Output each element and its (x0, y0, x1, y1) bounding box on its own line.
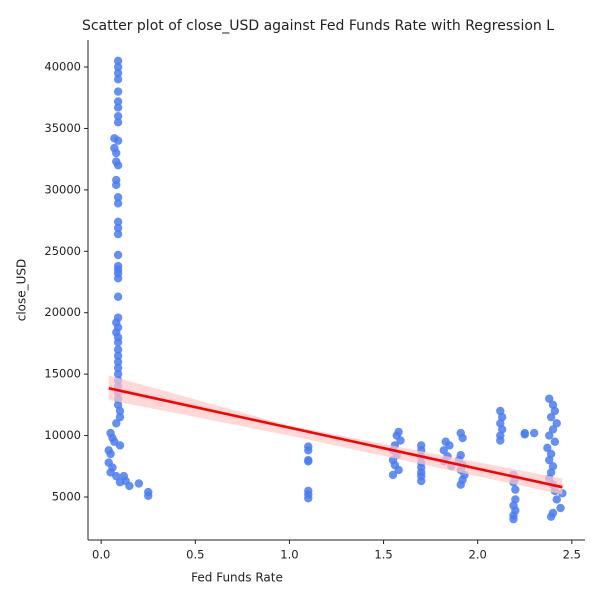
point (113, 75, 123, 84)
x-tick-label: 1.0 (280, 548, 298, 562)
point (113, 111, 123, 121)
point (304, 494, 313, 503)
point (388, 470, 398, 480)
point (545, 455, 554, 465)
point (113, 56, 123, 66)
point (112, 419, 121, 428)
point (113, 193, 123, 202)
y-tick-label: 30000 (44, 182, 81, 196)
y-tick-label: 35000 (44, 121, 81, 135)
x-tick-label: 0.5 (186, 548, 204, 562)
point (548, 425, 558, 434)
point (545, 431, 554, 440)
point (550, 437, 560, 446)
point (394, 465, 403, 475)
point (552, 419, 561, 428)
point (417, 476, 426, 486)
point (445, 441, 454, 450)
point (106, 449, 115, 459)
point (113, 338, 123, 347)
point (396, 436, 405, 445)
point (113, 357, 123, 367)
point (511, 485, 520, 494)
point (113, 345, 123, 354)
point (458, 433, 467, 443)
y-tick-label: 5000 (52, 490, 81, 504)
point (550, 406, 560, 416)
point (546, 412, 556, 422)
y-tick-label: 15000 (44, 367, 81, 381)
x-axis-label: Fed Funds Rate (191, 571, 283, 585)
x-tick-label: 2.5 (563, 548, 581, 562)
x-tick-label: 0.0 (92, 548, 110, 562)
point (509, 514, 518, 524)
point (112, 180, 121, 190)
point (113, 136, 123, 145)
point (456, 480, 465, 489)
point (543, 443, 552, 453)
y-tick-label: 25000 (44, 244, 81, 258)
point (113, 274, 123, 283)
y-axis-label: close_USD (15, 259, 29, 322)
x-tick-label: 2.0 (469, 548, 487, 562)
y-tick-label: 10000 (44, 428, 81, 442)
point (520, 430, 529, 439)
point (113, 97, 123, 106)
point (112, 148, 121, 158)
point (545, 394, 554, 403)
x-tick-label: 1.5 (374, 548, 392, 562)
point (112, 471, 121, 481)
point (113, 369, 123, 379)
y-tick-label: 40000 (44, 60, 81, 74)
point (113, 161, 123, 170)
point (113, 217, 123, 227)
point (113, 87, 123, 96)
point (552, 495, 561, 504)
point (304, 457, 313, 466)
point (496, 436, 505, 445)
point (113, 351, 123, 360)
point (113, 229, 123, 239)
point (125, 481, 134, 491)
point (439, 446, 449, 455)
point (304, 446, 313, 455)
point (113, 199, 123, 208)
point (529, 428, 539, 438)
point (113, 103, 123, 112)
point (134, 479, 144, 488)
point (113, 250, 123, 260)
point (113, 118, 123, 127)
point (144, 491, 153, 500)
point (113, 292, 123, 301)
point (113, 223, 123, 233)
point (556, 503, 565, 513)
point (113, 363, 123, 373)
point (115, 412, 125, 422)
point (546, 512, 556, 521)
regression-line (108, 387, 563, 489)
chart-title: Scatter plot of close_USD against Fed Fu… (82, 18, 554, 34)
confidence-band (108, 375, 563, 495)
point (113, 62, 123, 72)
point (115, 406, 125, 416)
point (115, 441, 125, 450)
y-tick-label: 20000 (44, 305, 81, 319)
point (113, 68, 123, 78)
